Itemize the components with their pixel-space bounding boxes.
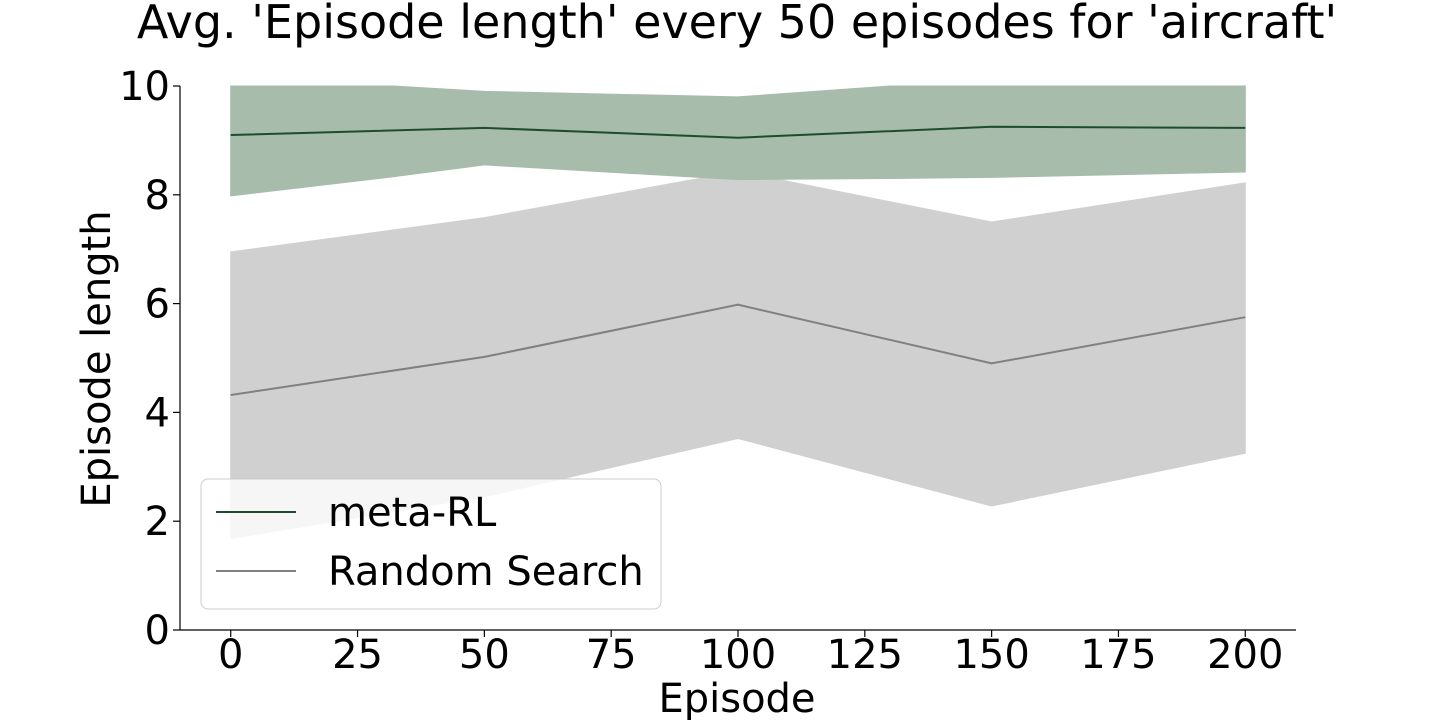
x-tick-label: 100 [700, 632, 776, 678]
x-tick-label: 125 [827, 632, 903, 678]
x-tick-label: 25 [332, 632, 383, 678]
y-axis-ticks: 0 2 4 6 8 10 [119, 64, 180, 654]
series-lines [230, 125, 1246, 396]
y-axis-label: Episode length [74, 210, 120, 507]
series-line-meta-rl [230, 125, 1246, 139]
y-tick-label: 6 [145, 282, 170, 328]
band-meta-rl [230, 85, 1246, 197]
x-axis-ticks: 0 25 50 75 100 125 150 175 200 [218, 630, 1283, 678]
x-tick-label: 75 [586, 632, 637, 678]
series-line-random-search [230, 303, 1246, 396]
x-tick-label: 175 [1080, 632, 1156, 678]
legend-box [200, 478, 662, 610]
x-tick-label: 0 [218, 632, 243, 678]
y-tick-label: 4 [145, 390, 170, 436]
legend-label-random-search: Random Search [328, 549, 644, 595]
confidence-bands [230, 85, 1246, 540]
chart-title: Avg. 'Episode length' every 50 episodes … [137, 0, 1337, 49]
legend-label-meta-rl: meta-RL [328, 490, 497, 536]
x-tick-label: 150 [953, 632, 1029, 678]
y-tick-label: 2 [145, 499, 170, 545]
y-tick-label: 8 [145, 173, 170, 219]
x-axis-label: Episode [658, 676, 815, 720]
x-tick-label: 200 [1207, 632, 1283, 678]
y-tick-label: 0 [145, 608, 170, 654]
y-tick-label: 10 [119, 64, 170, 110]
x-tick-label: 50 [459, 632, 510, 678]
legend: meta-RL Random Search [200, 478, 662, 610]
